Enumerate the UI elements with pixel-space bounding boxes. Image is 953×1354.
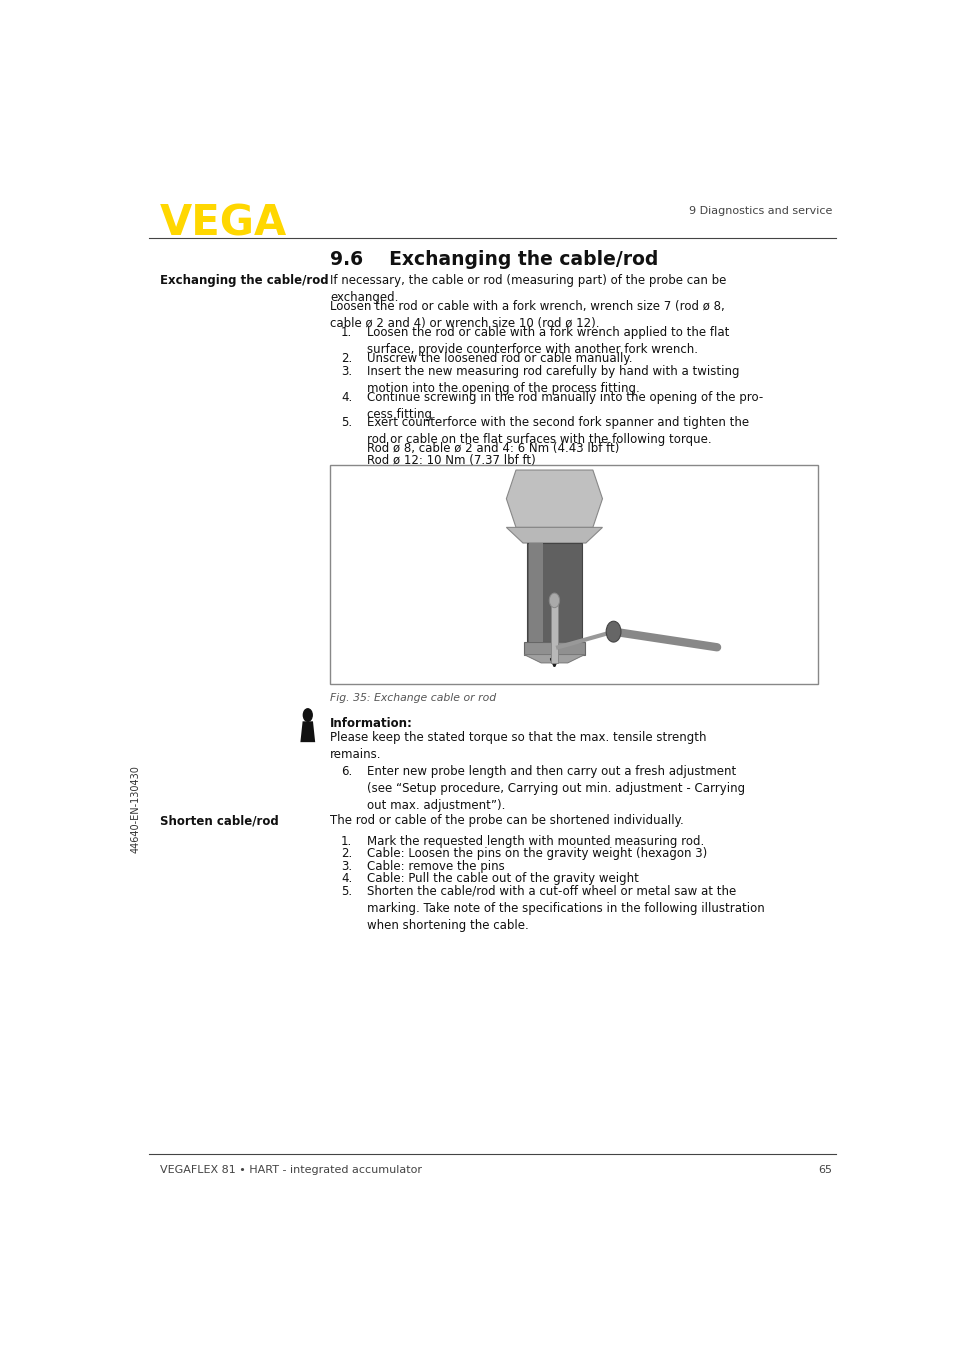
Text: Loosen the rod or cable with a fork wrench applied to the flat
surface, provide : Loosen the rod or cable with a fork wren… <box>367 326 728 356</box>
Text: Information:: Information: <box>330 718 413 730</box>
Text: Rod ø 8, cable ø 2 and 4: 6 Nm (4.43 lbf ft): Rod ø 8, cable ø 2 and 4: 6 Nm (4.43 lbf… <box>367 441 618 455</box>
Text: 4.: 4. <box>341 872 352 886</box>
Text: 5.: 5. <box>341 886 352 898</box>
Text: Exert counterforce with the second fork spanner and tighten the
rod or cable on : Exert counterforce with the second fork … <box>367 416 748 445</box>
Bar <box>528 543 542 642</box>
Polygon shape <box>506 470 602 528</box>
Bar <box>550 600 558 663</box>
Text: Enter new probe length and then carry out a fresh adjustment
(see “Setup procedu: Enter new probe length and then carry ou… <box>367 765 744 812</box>
Bar <box>330 464 817 684</box>
Text: 2.: 2. <box>341 352 352 366</box>
Text: 4.: 4. <box>341 391 352 403</box>
Text: Fig. 35: Exchange cable or rod: Fig. 35: Exchange cable or rod <box>330 693 496 703</box>
Polygon shape <box>523 654 584 663</box>
Circle shape <box>605 621 620 642</box>
Text: Cable: remove the pins: Cable: remove the pins <box>367 860 504 873</box>
Bar <box>523 642 584 654</box>
Text: Exchanging the cable/rod: Exchanging the cable/rod <box>160 274 328 287</box>
Text: 6.: 6. <box>341 765 352 779</box>
Text: Please keep the stated torque so that the max. tensile strength
remains.: Please keep the stated torque so that th… <box>330 731 706 761</box>
Text: Shorten cable/rod: Shorten cable/rod <box>160 814 278 827</box>
Text: If necessary, the cable or rod (measuring part) of the probe can be
exchanged.: If necessary, the cable or rod (measurin… <box>330 274 725 305</box>
Text: 1.: 1. <box>341 835 352 848</box>
Text: Cable: Pull the cable out of the gravity weight: Cable: Pull the cable out of the gravity… <box>367 872 639 886</box>
Text: Continue screwing in the rod manually into the opening of the pro-
cess fitting.: Continue screwing in the rod manually in… <box>367 391 762 421</box>
Text: 5.: 5. <box>341 416 352 429</box>
Text: The rod or cable of the probe can be shortened individually.: The rod or cable of the probe can be sho… <box>330 814 683 827</box>
Text: 9.6    Exchanging the cable/rod: 9.6 Exchanging the cable/rod <box>330 250 658 269</box>
Text: 2.: 2. <box>341 848 352 860</box>
Text: 65: 65 <box>818 1166 832 1175</box>
Polygon shape <box>506 528 602 543</box>
Text: 1.: 1. <box>341 326 352 338</box>
Text: Insert the new measuring rod carefully by hand with a twisting
motion into the o: Insert the new measuring rod carefully b… <box>367 364 739 395</box>
Text: Loosen the rod or cable with a fork wrench, wrench size 7 (rod ø 8,
cable ø 2 an: Loosen the rod or cable with a fork wren… <box>330 301 724 330</box>
Text: 3.: 3. <box>341 860 352 873</box>
Text: Cable: Loosen the pins on the gravity weight (hexagon 3): Cable: Loosen the pins on the gravity we… <box>367 848 706 860</box>
Text: Mark the requested length with mounted measuring rod.: Mark the requested length with mounted m… <box>367 835 703 848</box>
Polygon shape <box>300 722 314 742</box>
Text: 3.: 3. <box>341 364 352 378</box>
Text: Rod ø 12: 10 Nm (7.37 lbf ft): Rod ø 12: 10 Nm (7.37 lbf ft) <box>367 455 536 467</box>
Circle shape <box>303 708 312 722</box>
Bar <box>526 543 581 642</box>
Text: Shorten the cable/rod with a cut-off wheel or metal saw at the
marking. Take not: Shorten the cable/rod with a cut-off whe… <box>367 886 764 932</box>
Text: VEGAFLEX 81 • HART - integrated accumulator: VEGAFLEX 81 • HART - integrated accumula… <box>160 1166 421 1175</box>
Circle shape <box>549 593 559 608</box>
Text: 44640-EN-130430: 44640-EN-130430 <box>131 765 140 853</box>
Text: VEGA: VEGA <box>160 202 287 244</box>
Text: Unscrew the loosened rod or cable manually.: Unscrew the loosened rod or cable manual… <box>367 352 632 366</box>
Text: 9 Diagnostics and service: 9 Diagnostics and service <box>689 206 832 217</box>
